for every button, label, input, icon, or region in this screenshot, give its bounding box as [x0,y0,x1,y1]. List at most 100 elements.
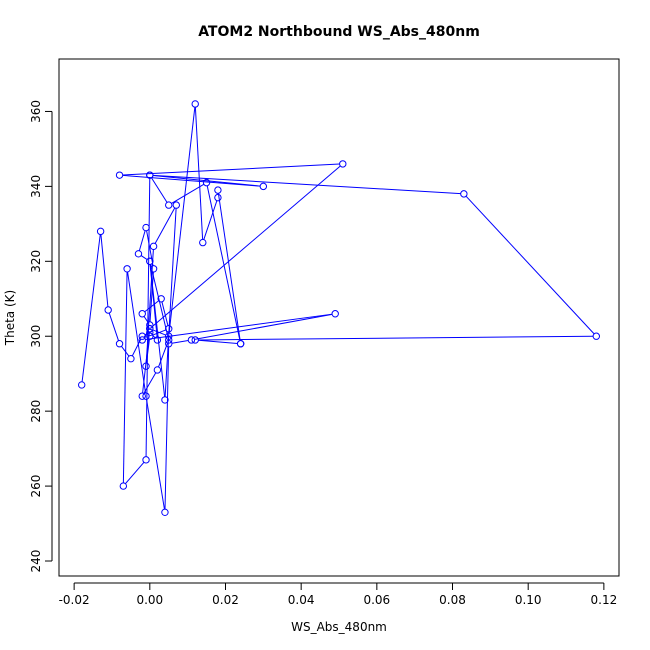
data-point [191,336,199,344]
data-point [146,321,154,329]
data-point [214,193,222,202]
data-point [460,190,468,198]
x-tick-label: 0.06 [363,593,390,607]
y-axis-label: Theta (K) [3,290,17,346]
y-tick-label: 360 [29,100,43,123]
series-segment [146,399,165,510]
y-tick-label: 300 [29,325,43,348]
series-segment [122,163,340,176]
data-point [187,336,196,344]
series-segment [143,331,149,338]
data-point [96,227,105,236]
data-point [142,362,150,370]
series-segment [198,339,238,344]
y-tick-label: 280 [29,400,43,423]
series-segment [146,230,154,266]
data-point [214,186,222,194]
data-point [153,336,162,344]
data-point [142,456,150,464]
data-point [104,306,112,314]
series-segment [171,340,189,344]
series-segment [100,234,109,307]
data-point [172,201,180,209]
series-segment [164,346,170,510]
x-tick-label: 0.08 [439,593,466,607]
data-point [138,336,146,344]
data-point [138,392,146,400]
data-point [165,201,173,209]
series-segment [161,301,169,326]
data-point [146,325,154,333]
y-tick-label: 240 [29,550,43,573]
data-point [165,325,173,333]
x-tick-label: 0.12 [591,593,618,607]
series-segment [168,107,196,334]
data-point [592,332,600,340]
series-segment [465,195,595,335]
data-point [161,508,169,517]
series-segment [149,264,166,397]
series-segment [203,200,218,240]
plot-area-border [58,58,620,577]
data-point [123,265,131,273]
y-tick-label: 340 [29,175,43,198]
data-point [115,340,124,348]
data-point [165,340,173,348]
x-tick-label: 0.04 [288,593,315,607]
series-segment [164,208,177,397]
chart-title: ATOM2 Northbound WS_Abs_480nm [198,24,480,40]
series-segment [152,174,261,187]
data-point [339,160,347,168]
series-segment [217,193,241,341]
series-segment [206,185,241,341]
series-segment [171,183,205,204]
series-segment [150,264,169,337]
y-tick-label: 260 [29,475,43,498]
x-tick-label: -0.02 [59,593,90,607]
series-segment [140,255,148,260]
data-point [142,223,150,232]
series-segment [144,300,159,313]
x-tick-label: 0.10 [515,593,542,607]
x-axis: -0.02 0.00 0.02 0.04 0.06 0.08 0.10 0.12 [59,582,618,607]
series-segment [143,316,149,323]
series-segment [151,177,168,203]
series-segment [194,107,204,240]
data-point [259,182,268,191]
data-point [199,238,207,247]
series-segment [152,329,166,336]
data-point [146,171,154,179]
series-segment [125,461,145,484]
series-segment [154,207,176,244]
series-segment [198,335,594,341]
data-point [138,310,146,318]
data-point [202,178,211,187]
series-segment [122,174,261,187]
series-layer [78,100,600,517]
data-point [149,242,158,251]
y-axis: 240 260 280 300 320 340 360 [29,100,53,573]
series-segment [145,178,151,457]
data-point [146,332,154,340]
data-point [161,396,169,404]
series-segment [122,271,128,483]
series-segment [81,234,101,382]
x-tick-label: 0.02 [212,593,239,607]
series-segment [145,313,333,341]
series-segment [194,313,333,340]
data-point [138,332,146,340]
data-point [153,366,162,374]
data-point [331,310,339,318]
data-point [142,392,150,400]
x-tick-label: 0.00 [136,593,163,607]
y-tick-label: 320 [29,250,43,273]
series-segment [143,372,157,394]
data-point [146,257,154,266]
x-axis-label: WS_Abs_480nm [291,620,387,634]
data-point [165,332,173,340]
series-segment [151,165,341,328]
data-point [191,100,199,108]
data-point [127,355,135,363]
